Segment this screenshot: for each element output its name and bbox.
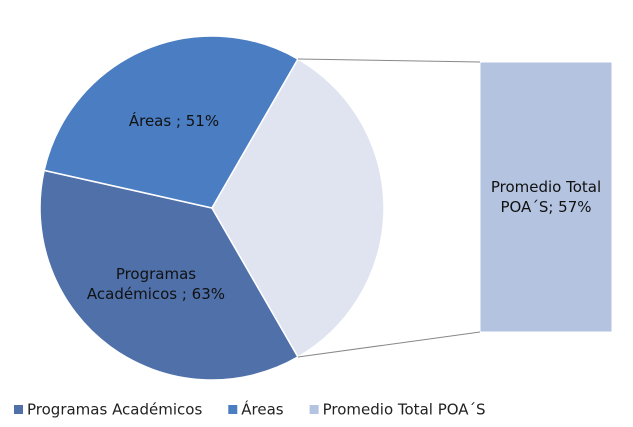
- connector: [297, 331, 481, 358]
- pie-slice: [39, 169, 300, 381]
- pie-slice: [211, 58, 385, 358]
- data-label-box: Programas Académicos ; 63%: [86, 265, 226, 304]
- connector: [297, 58, 481, 63]
- legend-label: Programas Académicos: [27, 401, 202, 419]
- data-label: Promedio Total POA´S; 57%: [490, 178, 602, 216]
- legend-swatch: [309, 405, 319, 414]
- data-label: Áreas ; 51%: [128, 112, 220, 131]
- legend-label: Áreas: [241, 400, 284, 419]
- bar: [479, 61, 613, 333]
- legend-swatch: [228, 405, 238, 414]
- data-label: Programas Académicos ; 63%: [86, 265, 226, 304]
- data-label-box: Promedio Total POA´S; 57%: [490, 178, 602, 216]
- legend-label: Promedio Total POA´S: [323, 401, 486, 419]
- pie-slice: [43, 35, 300, 209]
- legend-swatch: [14, 405, 23, 414]
- data-label-box: Áreas ; 51%: [128, 112, 220, 131]
